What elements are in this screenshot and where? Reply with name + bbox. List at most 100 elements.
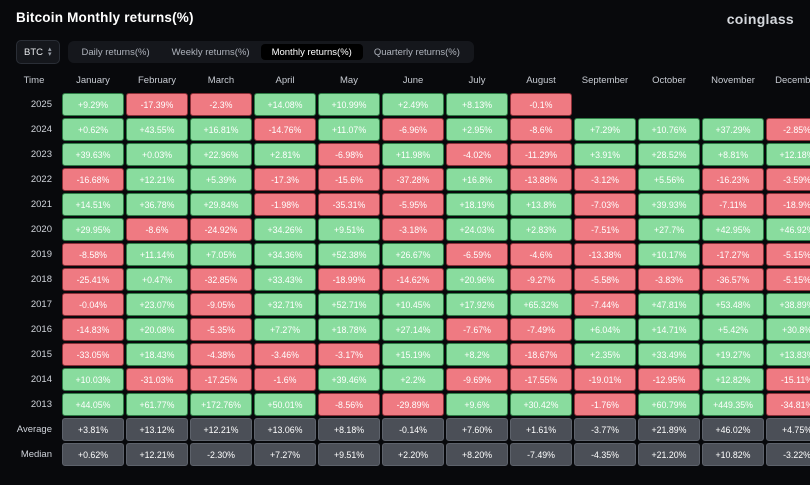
cell-return[interactable]: -17.25% [190, 368, 252, 391]
cell-return[interactable]: -18.9% [766, 193, 810, 216]
cell-return[interactable]: +13.83% [766, 343, 810, 366]
cell-return[interactable]: +449.35% [702, 393, 764, 416]
cell-return[interactable]: +18.43% [126, 343, 188, 366]
cell-return[interactable]: -17.39% [126, 93, 188, 116]
cell-return[interactable]: -4.38% [190, 343, 252, 366]
cell-return[interactable]: +11.07% [318, 118, 380, 141]
cell-return[interactable]: -19.01% [574, 368, 636, 391]
cell-return[interactable]: -7.03% [574, 193, 636, 216]
cell-return[interactable]: +20.96% [446, 268, 508, 291]
cell-return[interactable]: -3.46% [254, 343, 316, 366]
cell-return[interactable]: -18.67% [510, 343, 572, 366]
cell-return[interactable]: +11.98% [382, 143, 444, 166]
tab-quarterly-returns[interactable]: Quarterly returns(%) [373, 46, 460, 58]
cell-return[interactable]: +12.82% [702, 368, 764, 391]
cell-return[interactable]: -7.11% [702, 193, 764, 216]
tab-monthly-returns[interactable]: Monthly returns(%) [260, 44, 363, 60]
cell-return[interactable]: -5.95% [382, 193, 444, 216]
cell-return[interactable]: +60.79% [638, 393, 700, 416]
cell-return[interactable]: -14.83% [62, 318, 124, 341]
cell-return[interactable]: +13.8% [510, 193, 572, 216]
cell-return[interactable]: +8.20% [446, 443, 508, 466]
cell-return[interactable]: -37.28% [382, 168, 444, 191]
cell-return[interactable]: -24.92% [190, 218, 252, 241]
cell-return[interactable]: -0.04% [62, 293, 124, 316]
cell-return[interactable]: +3.91% [574, 143, 636, 166]
cell-return[interactable]: -8.58% [62, 243, 124, 266]
cell-return[interactable]: -7.49% [510, 443, 572, 466]
cell-return[interactable]: -13.38% [574, 243, 636, 266]
cell-return[interactable]: +15.19% [382, 343, 444, 366]
cell-return[interactable]: +16.8% [446, 168, 508, 191]
cell-return[interactable]: +14.51% [62, 193, 124, 216]
cell-return[interactable]: +8.2% [446, 343, 508, 366]
cell-return[interactable]: -31.03% [126, 368, 188, 391]
cell-return[interactable]: -2.85% [766, 118, 810, 141]
cell-return[interactable]: +18.19% [446, 193, 508, 216]
cell-return[interactable]: +52.38% [318, 243, 380, 266]
cell-return[interactable]: +21.89% [638, 418, 700, 441]
cell-return[interactable]: +29.95% [62, 218, 124, 241]
cell-return[interactable]: +34.26% [254, 218, 316, 241]
cell-return[interactable]: -5.35% [190, 318, 252, 341]
cell-return[interactable]: +39.63% [62, 143, 124, 166]
cell-return[interactable]: +0.62% [62, 118, 124, 141]
cell-return[interactable]: +13.12% [126, 418, 188, 441]
cell-return[interactable]: +172.76% [190, 393, 252, 416]
cell-return[interactable]: +20.08% [126, 318, 188, 341]
cell-return[interactable]: -33.05% [62, 343, 124, 366]
cell-return[interactable]: -1.76% [574, 393, 636, 416]
cell-return[interactable]: +12.21% [126, 443, 188, 466]
cell-return[interactable]: +13.06% [254, 418, 316, 441]
cell-return[interactable]: -35.31% [318, 193, 380, 216]
cell-return[interactable]: -8.56% [318, 393, 380, 416]
cell-return[interactable]: -2.3% [190, 93, 252, 116]
cell-return[interactable]: +30.8% [766, 318, 810, 341]
cell-return[interactable]: +37.29% [702, 118, 764, 141]
coin-selector[interactable]: BTC ▴ ▾ [16, 40, 60, 64]
cell-return[interactable]: +14.71% [638, 318, 700, 341]
cell-return[interactable]: +2.20% [382, 443, 444, 466]
cell-return[interactable]: -4.02% [446, 143, 508, 166]
cell-return[interactable]: +50.01% [254, 393, 316, 416]
cell-return[interactable]: -4.35% [574, 443, 636, 466]
cell-return[interactable]: -32.85% [190, 268, 252, 291]
cell-return[interactable]: +5.42% [702, 318, 764, 341]
cell-return[interactable]: +46.02% [702, 418, 764, 441]
cell-return[interactable]: -3.22% [766, 443, 810, 466]
cell-return[interactable]: +44.05% [62, 393, 124, 416]
cell-return[interactable]: +0.62% [62, 443, 124, 466]
cell-return[interactable]: +4.75% [766, 418, 810, 441]
cell-return[interactable]: +7.27% [254, 443, 316, 466]
tab-weekly-returns[interactable]: Weekly returns(%) [171, 46, 250, 58]
cell-return[interactable]: -18.99% [318, 268, 380, 291]
cell-return[interactable]: +21.20% [638, 443, 700, 466]
cell-return[interactable]: +8.81% [702, 143, 764, 166]
cell-return[interactable]: -29.89% [382, 393, 444, 416]
cell-return[interactable]: +52.71% [318, 293, 380, 316]
cell-return[interactable]: -17.55% [510, 368, 572, 391]
cell-return[interactable]: -3.12% [574, 168, 636, 191]
cell-return[interactable]: -5.15% [766, 268, 810, 291]
cell-return[interactable]: +2.95% [446, 118, 508, 141]
cell-return[interactable]: -36.57% [702, 268, 764, 291]
cell-return[interactable]: -16.68% [62, 168, 124, 191]
cell-return[interactable]: +2.2% [382, 368, 444, 391]
cell-return[interactable]: -5.58% [574, 268, 636, 291]
cell-return[interactable]: +1.61% [510, 418, 572, 441]
cell-return[interactable]: -1.6% [254, 368, 316, 391]
cell-return[interactable]: -11.29% [510, 143, 572, 166]
cell-return[interactable]: +10.82% [702, 443, 764, 466]
cell-return[interactable]: -5.15% [766, 243, 810, 266]
cell-return[interactable]: -7.49% [510, 318, 572, 341]
cell-return[interactable]: +2.81% [254, 143, 316, 166]
cell-return[interactable]: +7.60% [446, 418, 508, 441]
cell-return[interactable]: +9.51% [318, 443, 380, 466]
cell-return[interactable]: +32.71% [254, 293, 316, 316]
cell-return[interactable]: +6.04% [574, 318, 636, 341]
cell-return[interactable]: +9.29% [62, 93, 124, 116]
cell-return[interactable]: +9.51% [318, 218, 380, 241]
cell-return[interactable]: +18.78% [318, 318, 380, 341]
cell-return[interactable]: -3.83% [638, 268, 700, 291]
cell-return[interactable]: +27.14% [382, 318, 444, 341]
